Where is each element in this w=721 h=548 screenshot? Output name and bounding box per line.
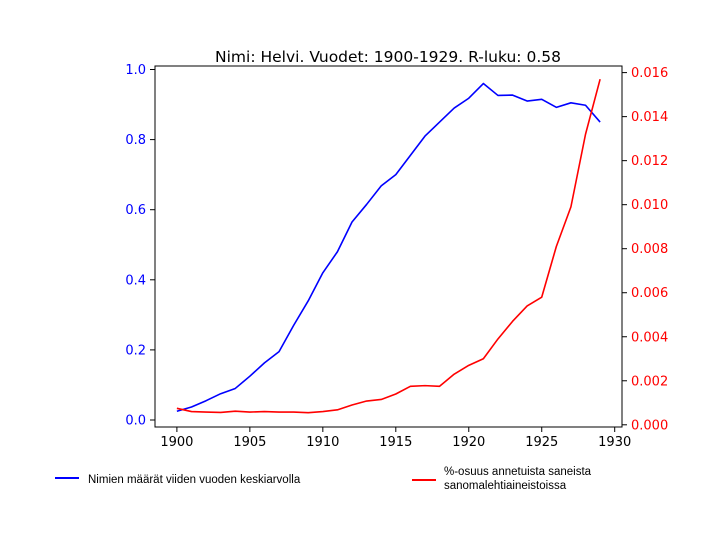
- y-left-tick-label: 1.0: [125, 63, 146, 78]
- y-left-tick-label: 0.4: [125, 273, 146, 288]
- y-left-tick-label: 0.0: [125, 413, 146, 428]
- series-line-blue: [176, 82, 601, 412]
- plot-frame: [154, 65, 623, 428]
- y-right-tick-label: 0.004: [631, 330, 668, 345]
- x-tick-label: 1905: [233, 435, 266, 450]
- y-left-tick-label: 0.2: [125, 343, 146, 358]
- x-tick-label: 1920: [452, 435, 485, 450]
- y-right-tick-label: 0.012: [631, 154, 668, 169]
- x-tick-label: 1925: [525, 435, 558, 450]
- legend-label-red: %-osuus annetuista saneista sanomalehtia…: [444, 466, 592, 492]
- y-right-tick-label: 0.002: [631, 374, 668, 389]
- y-right-tick-label: 0.006: [631, 286, 668, 301]
- y-right-tick-label: 0.000: [631, 418, 668, 433]
- x-tick-label: 1915: [379, 435, 412, 450]
- series-line-red: [176, 79, 601, 414]
- y-right-tick-label: 0.008: [631, 242, 668, 257]
- y-right-tick-label: 0.014: [631, 110, 668, 125]
- y-right-tick-label: 0.010: [631, 198, 668, 213]
- legend-swatch-red: [412, 479, 436, 481]
- legend-label-blue: Nimien määrät viiden vuoden keskiarvolla: [88, 474, 301, 486]
- y-right-tick-label: 0.016: [631, 66, 668, 81]
- legend-swatch-blue: [55, 477, 79, 479]
- chart-title: Nimi: Helvi. Vuodet: 1900-1929. R-luku: …: [215, 48, 561, 66]
- y-left-tick-label: 0.6: [125, 203, 146, 218]
- y-left-tick-label: 0.8: [125, 133, 146, 148]
- x-tick-label: 1900: [160, 435, 193, 450]
- x-tick-label: 1930: [598, 435, 631, 450]
- x-tick-label: 1910: [306, 435, 339, 450]
